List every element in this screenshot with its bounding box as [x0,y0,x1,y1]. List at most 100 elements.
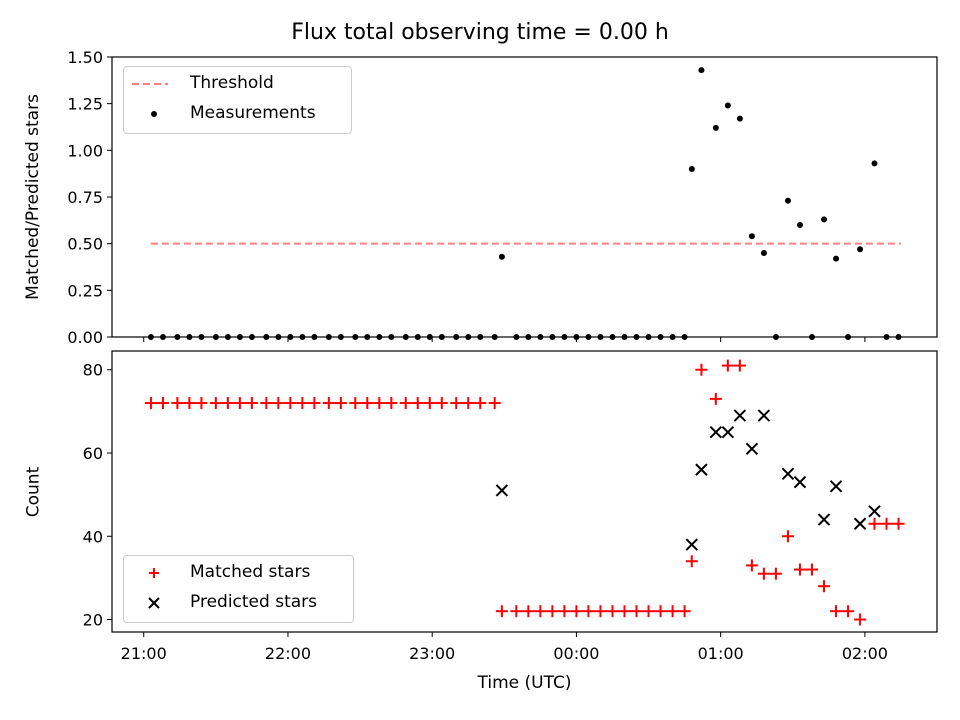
predicted-star-marker [793,475,807,489]
predicted-star-marker [721,425,735,439]
measurement-point [833,255,840,262]
measurement-point [585,334,592,340]
matched-star-marker [171,397,184,410]
measurement-point [287,334,294,340]
matched-star-marker [435,397,448,410]
measurement-point [857,246,864,253]
measurement-point [453,334,460,340]
measurement-point [609,334,616,340]
bottom-y-tick-label: 60 [83,444,103,463]
matched-star-marker [685,555,698,568]
matched-star-marker [769,567,782,580]
legend-item-matched: Matched stars [124,558,353,588]
top-y-tick-label: 0.50 [67,235,103,254]
plus-icon [149,568,159,578]
legend-item-threshold: Threshold [124,69,351,99]
matched-star-marker [666,605,679,618]
x-axis-label: Time (UTC) [477,673,572,693]
measurement-point [561,334,568,340]
bottom-y-tick-label: 20 [83,611,103,630]
matched-star-marker [594,605,607,618]
matched-star-marker [654,605,667,618]
measurement-point [633,334,640,340]
measurement-point [337,334,344,340]
measurement-point [477,334,484,340]
matched-star-marker [806,563,818,576]
x-tick-label: 01:00 [698,644,744,663]
matched-star-marker [842,605,855,618]
top-legend: Threshold Measurements [123,66,352,134]
matched-star-marker [474,397,487,410]
measurement-point [724,102,731,109]
measurement-point [549,334,556,340]
matched-star-marker [618,605,631,618]
matched-star-marker [558,605,571,618]
top-y-axis-label: Matched/Predicted stars [22,94,43,300]
measurement-point [198,334,205,340]
matched-star-marker [534,605,547,618]
measurement-point [597,334,604,340]
measurement-point [498,253,505,260]
bottom-axes-frame [111,350,938,633]
measurement-point [299,334,306,340]
matched-star-marker [606,605,619,618]
predicted-star-marker [745,442,759,456]
legend-label-measurements: Measurements [190,103,316,123]
predicted-star-marker [709,425,723,439]
measurement-point [621,334,628,340]
matched-star-marker [510,605,523,618]
predicted-star-marker [685,538,699,551]
measurement-point [871,160,878,167]
measurement-point [325,334,332,340]
measurement-point [364,334,371,340]
measurement-point [809,334,815,340]
matched-star-marker [423,397,436,410]
measurement-point [376,334,383,340]
matched-star-marker [488,397,501,410]
measurement-point [186,334,193,340]
measurement-point [248,334,255,340]
measurement-point [681,334,688,340]
top-y-tick-label: 0.25 [67,281,103,300]
matched-star-marker [880,517,893,530]
predicted-star-marker [853,517,867,530]
matched-star-marker [522,605,535,618]
measurement-point [796,222,803,228]
measurement-point [275,334,282,340]
matched-star-marker [373,397,386,410]
bottom-y-axis-label: Count [22,466,43,517]
top-y-tick-label: 1.00 [67,141,103,160]
x-tick-label: 00:00 [553,644,599,663]
matched-star-marker [322,397,335,410]
measurement-point [263,334,270,340]
measurement-point [311,334,318,340]
top-y-tick-label: 1.50 [67,48,103,67]
matched-star-marker [221,397,234,410]
x-tick-label: 02:00 [842,644,888,663]
legend-item-predicted: Predicted stars [124,588,353,618]
measurement-point [513,334,520,340]
legend-label-predicted: Predicted stars [190,592,317,612]
matched-star-marker [546,605,559,618]
matched-star-marker [450,397,463,410]
measurement-point [821,216,828,223]
predicted-star-marker [868,505,881,518]
dashed-line-icon [132,83,168,85]
measurement-point [224,334,231,340]
measurement-point [159,334,166,340]
measurement-point [212,334,219,340]
top-y-tick-label: 0.00 [67,328,103,347]
matched-star-marker [582,605,595,618]
measurement-point [537,334,544,340]
matched-star-marker [209,397,222,410]
matched-star-marker [793,563,806,576]
matched-star-marker [892,517,905,530]
predicted-star-marker [495,484,509,497]
matched-star-marker [308,397,321,410]
measurement-point [402,334,409,340]
measurement-point [573,334,580,340]
measurement-point [426,334,433,340]
matched-star-marker [642,605,655,618]
x-tick-label: 21:00 [121,644,167,663]
